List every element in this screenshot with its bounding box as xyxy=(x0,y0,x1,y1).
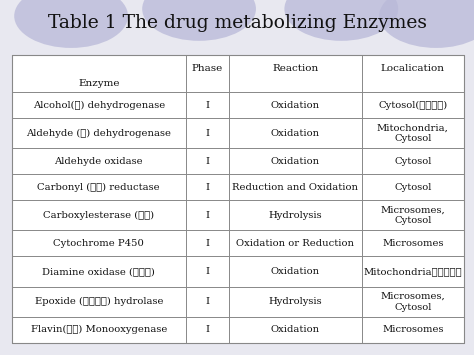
Text: Carbonyl (羳基) reductase: Carbonyl (羳基) reductase xyxy=(37,183,160,192)
Ellipse shape xyxy=(142,0,256,41)
Text: Table 1 The drug metabolizing Enzymes: Table 1 The drug metabolizing Enzymes xyxy=(47,14,427,32)
Text: Hydrolysis: Hydrolysis xyxy=(268,297,322,306)
Text: Microsomes: Microsomes xyxy=(382,325,444,334)
Ellipse shape xyxy=(14,0,128,48)
Ellipse shape xyxy=(379,0,474,48)
Text: Aldehyde oxidase: Aldehyde oxidase xyxy=(55,157,143,166)
Text: Mitochondria,
Cytosol: Mitochondria, Cytosol xyxy=(377,123,449,143)
Bar xyxy=(12,55,464,343)
Text: Hydrolysis: Hydrolysis xyxy=(268,211,322,220)
Text: Oxidation or Reduction: Oxidation or Reduction xyxy=(237,239,354,248)
Text: Cytosol: Cytosol xyxy=(394,183,431,192)
Text: Oxidation: Oxidation xyxy=(271,325,320,334)
Text: I: I xyxy=(205,325,209,334)
Text: I: I xyxy=(205,101,209,110)
Text: I: I xyxy=(205,129,209,138)
Text: I: I xyxy=(205,157,209,166)
Text: Reduction and Oxidation: Reduction and Oxidation xyxy=(232,183,358,192)
Text: Oxidation: Oxidation xyxy=(271,129,320,138)
Text: I: I xyxy=(205,183,209,192)
Text: Phase: Phase xyxy=(191,64,223,73)
Text: Cytosol: Cytosol xyxy=(394,157,431,166)
Text: Microsomes,
Cytosol: Microsomes, Cytosol xyxy=(380,291,445,312)
Text: I: I xyxy=(205,239,209,248)
Text: Cytochrome P450: Cytochrome P450 xyxy=(54,239,144,248)
Text: Diamine oxidase (氧化鉦): Diamine oxidase (氧化鉦) xyxy=(42,267,155,276)
Text: Enzyme: Enzyme xyxy=(78,79,119,88)
Text: I: I xyxy=(205,267,209,276)
Text: Oxidation: Oxidation xyxy=(271,101,320,110)
Text: Microsomes,
Cytosol: Microsomes, Cytosol xyxy=(380,206,445,225)
Text: Epoxide (环氧化物) hydrolase: Epoxide (环氧化物) hydrolase xyxy=(35,297,163,306)
Text: Cytosol(胞质溶胶): Cytosol(胞质溶胶) xyxy=(378,101,447,110)
Text: Microsomes: Microsomes xyxy=(382,239,444,248)
Text: I: I xyxy=(205,211,209,220)
Ellipse shape xyxy=(284,0,398,41)
Text: Reaction: Reaction xyxy=(272,64,319,73)
Text: Flavin(黄素) Monooxygenase: Flavin(黄素) Monooxygenase xyxy=(31,325,167,334)
Text: I: I xyxy=(205,297,209,306)
Text: Aldehyde (醒) dehydrogenase: Aldehyde (醒) dehydrogenase xyxy=(26,129,171,138)
Text: Mitochondria（线粒体）: Mitochondria（线粒体） xyxy=(364,267,462,276)
Text: Carboxylesterase (酵鉦): Carboxylesterase (酵鉦) xyxy=(43,211,155,220)
Text: Oxidation: Oxidation xyxy=(271,157,320,166)
Text: Alcohol(醇) dehydrogenase: Alcohol(醇) dehydrogenase xyxy=(33,101,165,110)
Text: Localication: Localication xyxy=(381,64,445,73)
Text: Oxidation: Oxidation xyxy=(271,267,320,276)
